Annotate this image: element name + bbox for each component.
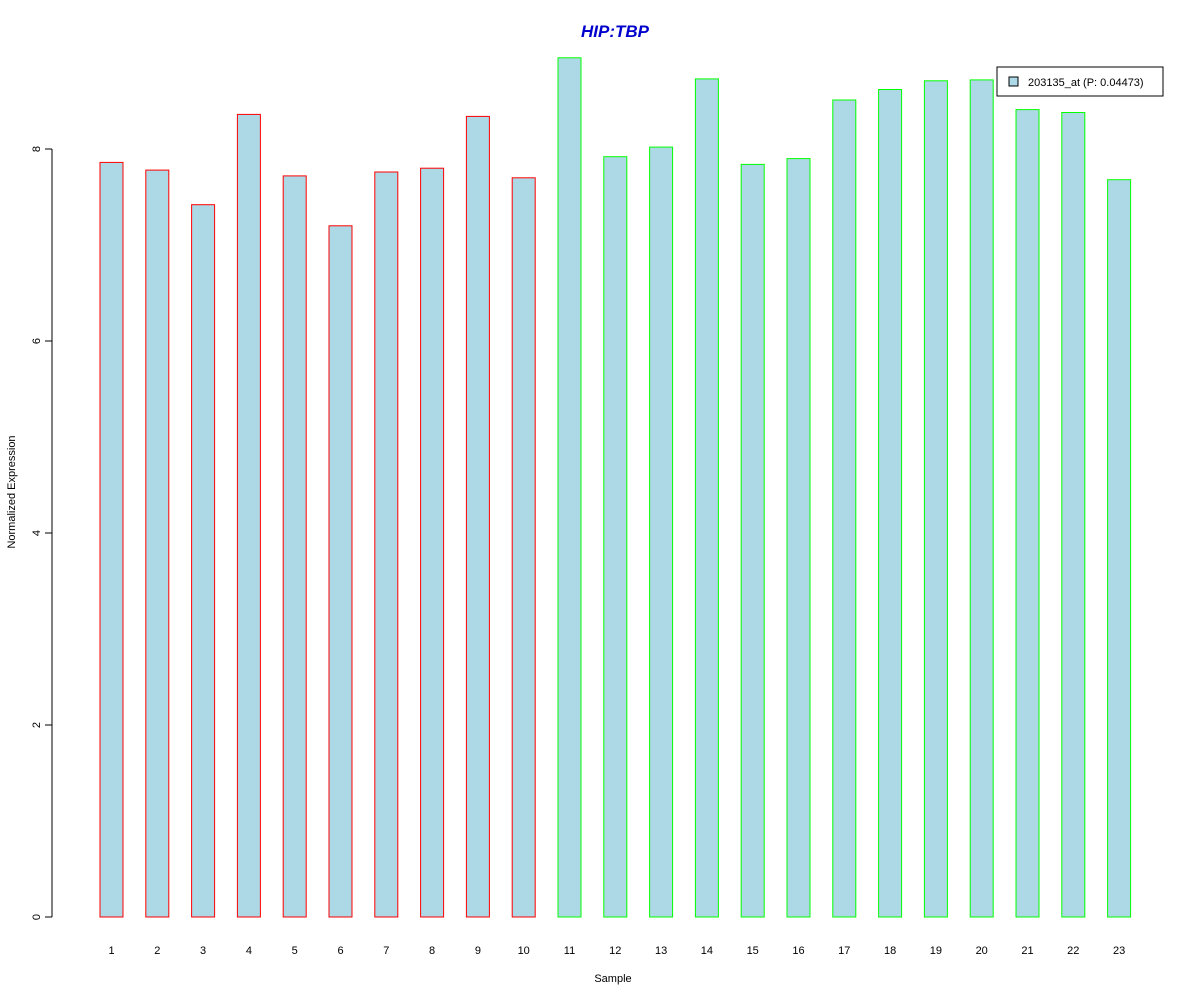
y-tick-label: 0 <box>31 914 43 920</box>
x-tick-labels: 1 2 3 4 5 6 7 8 9 10 11 12 13 14 15 16 17 18 19 20 21 22 23 <box>108 945 1125 957</box>
x-tick-label: 3 <box>200 945 206 957</box>
x-tick-label: 15 <box>747 945 759 957</box>
y-tick-label: 2 <box>31 722 43 728</box>
chart-title: HIP:TBP <box>581 22 650 41</box>
legend-swatch <box>1008 76 1019 87</box>
bar-sample-19 <box>923 80 948 918</box>
x-tick-label: 23 <box>1113 945 1125 957</box>
x-tick-label: 17 <box>838 945 850 957</box>
bar-sample-1 <box>99 161 124 918</box>
bars <box>99 57 1132 918</box>
y-tick-label: 4 <box>31 530 43 536</box>
x-tick-label: 21 <box>1021 945 1033 957</box>
bar-sample-23 <box>1107 179 1132 918</box>
bar-sample-9 <box>465 115 490 918</box>
legend: 203135_at (P: 0.04473) <box>996 66 1164 97</box>
bar-sample-17 <box>832 99 857 918</box>
bar-sample-21 <box>1015 109 1040 918</box>
x-tick-label: 20 <box>976 945 988 957</box>
x-tick-label: 18 <box>884 945 896 957</box>
x-tick-label: 6 <box>337 945 343 957</box>
x-tick-label: 11 <box>564 945 575 957</box>
y-axis: 0 2 4 6 8 <box>31 146 53 920</box>
y-tick-label: 6 <box>31 338 43 344</box>
bar-sample-4 <box>236 113 261 918</box>
x-tick-label: 1 <box>108 945 114 957</box>
x-tick-label: 5 <box>292 945 298 957</box>
bar-sample-5 <box>282 175 307 918</box>
x-tick-label: 16 <box>792 945 804 957</box>
bar-sample-3 <box>191 204 216 918</box>
x-tick-label: 12 <box>609 945 621 957</box>
bar-sample-6 <box>328 225 353 918</box>
legend-label: 203135_at (P: 0.04473) <box>1028 77 1144 89</box>
bar-sample-20 <box>969 79 994 918</box>
bar-sample-7 <box>374 171 399 918</box>
bar-sample-14 <box>694 78 719 918</box>
x-tick-label: 7 <box>383 945 389 957</box>
x-tick-label: 9 <box>475 945 481 957</box>
x-tick-label: 4 <box>246 945 252 957</box>
legend-box <box>996 66 1164 97</box>
y-tick-label: 8 <box>31 146 43 152</box>
x-tick-label: 22 <box>1067 945 1079 957</box>
x-tick-label: 19 <box>930 945 942 957</box>
bar-sample-11 <box>557 57 582 918</box>
bar-sample-12 <box>603 156 628 918</box>
x-axis-label: Sample <box>594 973 631 985</box>
bar-sample-8 <box>420 167 445 918</box>
bar-sample-22 <box>1061 112 1086 918</box>
bar-sample-2 <box>145 169 170 918</box>
bar-sample-13 <box>649 146 674 918</box>
bar-sample-16 <box>786 158 811 918</box>
x-tick-label: 10 <box>518 945 530 957</box>
x-tick-label: 13 <box>655 945 667 957</box>
bar-sample-15 <box>740 163 765 918</box>
x-tick-label: 14 <box>701 945 713 957</box>
bar-sample-10 <box>511 177 536 918</box>
x-tick-label: 2 <box>154 945 160 957</box>
x-tick-label: 8 <box>429 945 435 957</box>
y-axis-label: Normalized Expression <box>6 435 18 548</box>
bar-sample-18 <box>878 89 903 918</box>
